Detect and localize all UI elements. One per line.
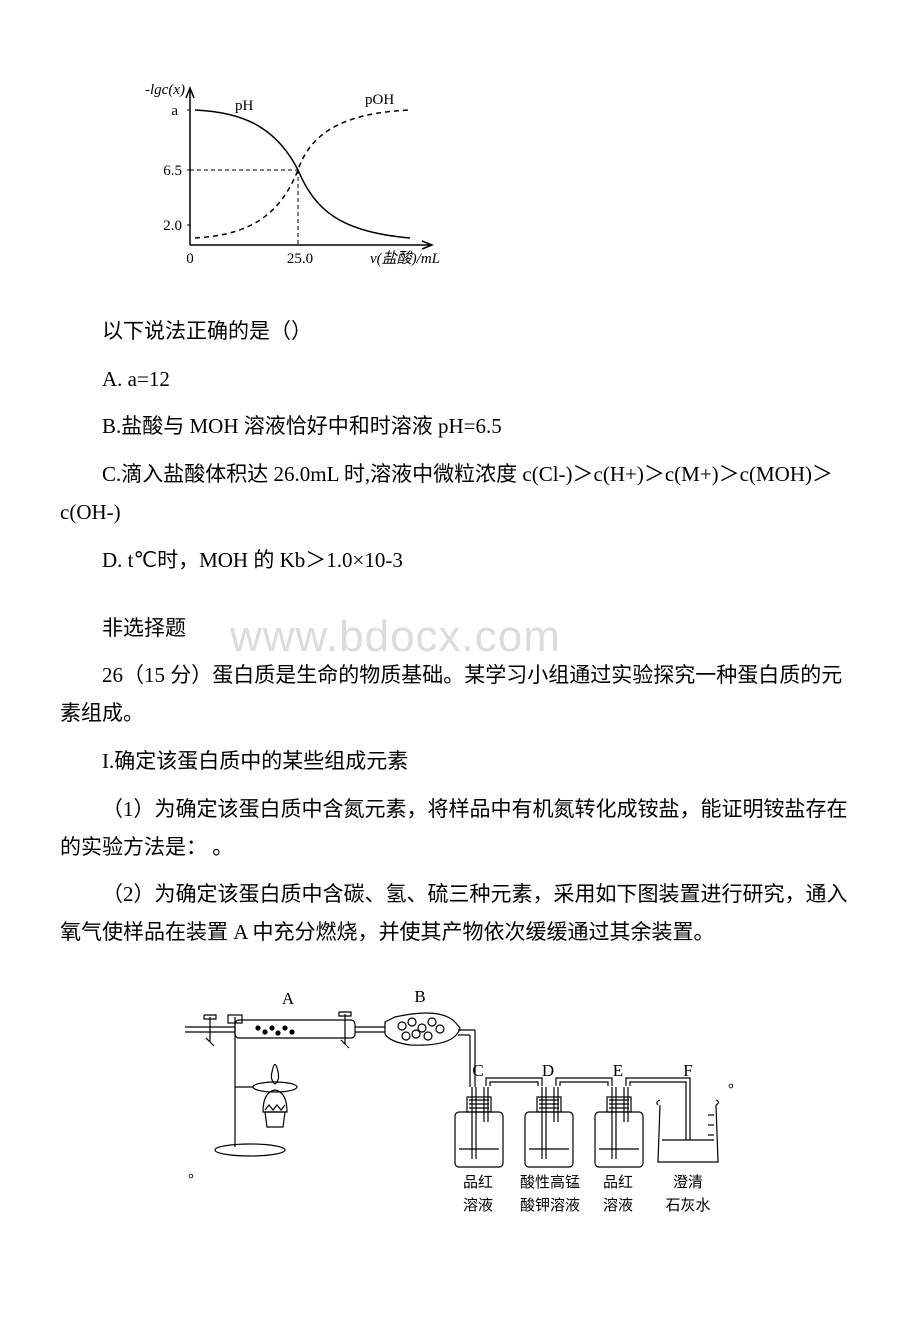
question-lead: 以下说法正确的是（）	[60, 313, 860, 351]
label-c-2: 溶液	[463, 1197, 493, 1214]
option-d: D. t℃时，MOH 的 Kb＞1.0×10-3	[60, 542, 860, 580]
section-header: 非选择题	[60, 610, 860, 648]
label-d-1: 酸性高锰	[520, 1174, 580, 1191]
label-f-1: 澄清	[673, 1174, 703, 1191]
label-a: A	[282, 989, 295, 1008]
part1-header: I.确定该蛋白质中的某些组成元素	[60, 743, 860, 781]
paragraph-2: （2）为确定该蛋白质中含碳、氢、硫三种元素，采用如下图装置进行研究，通入氧气使样…	[60, 876, 860, 952]
paragraph-1: （1）为确定该蛋白质中含氮元素，将样品中有机氮转化成铵盐，能证明铵盐存在的实验方…	[60, 791, 860, 867]
ytick-a: a	[171, 103, 178, 119]
label-e: E	[613, 1061, 623, 1080]
label-e-1: 品红	[603, 1174, 633, 1191]
option-b: B.盐酸与 MOH 溶液恰好中和时溶液 pH=6.5	[60, 408, 860, 446]
label-c-1: 品红	[463, 1174, 493, 1191]
label-e-2: 溶液	[603, 1197, 633, 1214]
ytick-6p5: 6.5	[163, 163, 182, 179]
titration-chart: a 6.5 2.0 0 25.0 -lgc(x) v(盐酸)/mL pH pOH	[140, 80, 860, 293]
svg-text:。: 。	[188, 1165, 203, 1181]
poh-label: pOH	[365, 92, 394, 108]
option-c: C.滴入盐酸体积达 26.0mL 时,溶液中微粒浓度 c(Cl-)＞c(H+)＞…	[60, 456, 860, 532]
label-d: D	[542, 1061, 554, 1080]
label-f-2: 石灰水	[665, 1197, 710, 1214]
label-c: C	[472, 1061, 483, 1080]
svg-text:。: 。	[728, 1075, 740, 1091]
x-axis-label: v(盐酸)/mL	[370, 250, 440, 267]
xtick-0: 0	[186, 251, 194, 267]
label-f: F	[683, 1061, 692, 1080]
label-b: B	[414, 987, 425, 1006]
apparatus-diagram: A B C D E F 品红 溶液 酸性高锰 酸钾溶液 品红 溶液 澄清 石灰水…	[180, 972, 860, 1245]
label-d-2: 酸钾溶液	[520, 1197, 580, 1214]
xtick-25: 25.0	[287, 251, 313, 267]
y-axis-label: -lgc(x)	[145, 82, 185, 98]
option-a: A. a=12	[60, 361, 860, 399]
ytick-2: 2.0	[163, 218, 182, 234]
q26-intro: 26（15 分）蛋白质是生命的物质基础。某学习小组通过实验探究一种蛋白质的元素组…	[60, 657, 860, 733]
ph-label: pH	[235, 98, 254, 114]
